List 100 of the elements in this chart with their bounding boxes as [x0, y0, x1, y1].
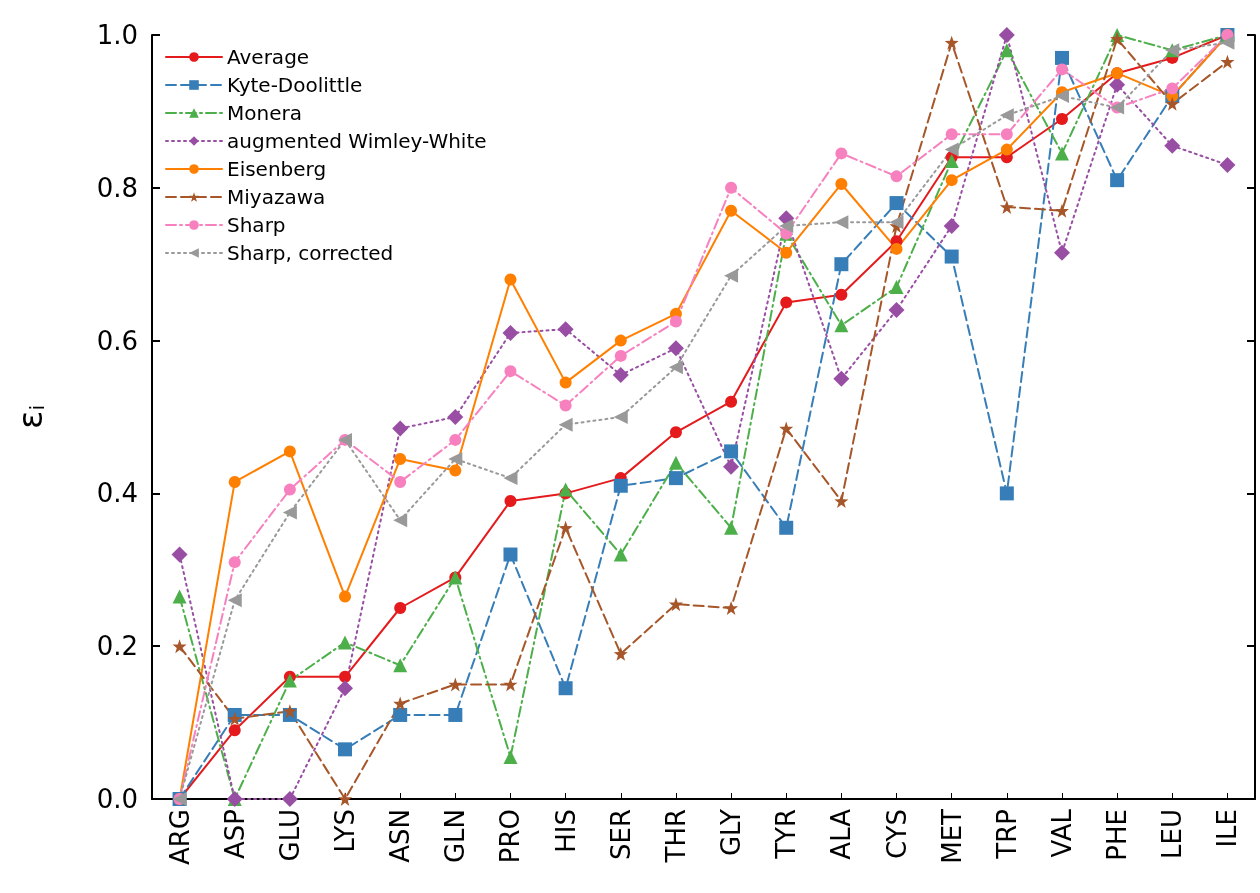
point: [228, 724, 241, 737]
point: [613, 646, 628, 661]
point: [559, 399, 572, 412]
point: [338, 792, 353, 806]
point: [943, 218, 960, 234]
x-tick-label: PRO: [495, 809, 526, 864]
point: [394, 475, 407, 488]
legend-label: Eisenberg: [227, 157, 327, 181]
point: [1054, 203, 1069, 218]
point: [1110, 173, 1125, 188]
point: [503, 749, 518, 764]
x-tick-label: MET: [936, 808, 967, 864]
point: [614, 334, 627, 347]
point: [1164, 137, 1181, 154]
point: [172, 589, 187, 604]
point: [724, 444, 739, 459]
point: [558, 417, 573, 432]
y-axis-title: εi: [10, 405, 50, 429]
x-tick-label: TYR: [771, 809, 802, 860]
legend-label: Kyte-Doolittle: [227, 73, 363, 97]
point: [1219, 156, 1236, 173]
x-tick-label: CYS: [881, 809, 912, 860]
point: [449, 464, 462, 477]
point: [1165, 96, 1180, 111]
point: [834, 257, 849, 272]
point: [282, 673, 297, 688]
point: [449, 433, 462, 446]
point: [779, 219, 794, 233]
legend-label: augmented Wimley-White: [227, 129, 487, 153]
point: [392, 420, 409, 437]
point: [227, 711, 242, 726]
point: [614, 349, 627, 362]
point: [668, 455, 683, 470]
x-tick-label: ASP: [219, 809, 250, 859]
x-tick-label: PHE: [1102, 809, 1133, 861]
point: [999, 199, 1014, 214]
point: [1053, 244, 1070, 261]
point: [890, 170, 903, 183]
x-tick-label: GLN: [440, 809, 471, 864]
point: [890, 242, 903, 255]
point: [448, 452, 463, 467]
point: [999, 43, 1014, 58]
x-tick-label: LEU: [1157, 809, 1188, 859]
point: [944, 35, 959, 50]
point: [448, 707, 463, 722]
x-tick-label: GLU: [274, 809, 305, 862]
point: [504, 273, 517, 286]
point: [337, 680, 354, 697]
y-tick-label: 0.2: [96, 631, 138, 662]
point: [448, 677, 463, 692]
point: [281, 791, 298, 807]
point: [557, 321, 574, 338]
point: [339, 590, 352, 603]
point: [283, 445, 296, 458]
point: [834, 215, 849, 230]
point: [394, 453, 407, 466]
point: [559, 376, 572, 389]
x-tick-label: ALA: [826, 808, 857, 860]
x-tick-label: GLY: [716, 808, 747, 857]
point: [725, 181, 738, 194]
point: [393, 513, 408, 528]
point: [504, 365, 517, 378]
point: [668, 471, 683, 486]
point: [724, 520, 739, 535]
point: [171, 546, 188, 563]
point: [944, 142, 959, 157]
point: [282, 505, 297, 520]
point: [724, 601, 739, 615]
y-tick-label: 0.8: [96, 172, 138, 203]
point: [228, 556, 241, 569]
point: [833, 370, 850, 387]
point: [1000, 128, 1013, 141]
point: [1055, 113, 1068, 126]
legend-label: Sharp: [227, 213, 286, 237]
point: [1220, 35, 1235, 50]
point: [724, 268, 739, 283]
point: [999, 486, 1014, 501]
x-tick-label: HIS: [550, 809, 581, 853]
point: [558, 482, 573, 497]
x-tick-label: TRP: [991, 809, 1022, 860]
point: [725, 395, 738, 408]
point: [1220, 54, 1235, 69]
point: [834, 318, 849, 333]
point: [889, 280, 904, 295]
point: [945, 174, 958, 187]
x-tick-label: ASN: [385, 809, 416, 863]
point: [1055, 63, 1068, 76]
legend-label: Monera: [227, 101, 302, 125]
point: [1054, 146, 1069, 161]
point: [503, 547, 518, 562]
point: [228, 475, 241, 488]
legend-label: Sharp, corrected: [227, 241, 394, 265]
point: [723, 458, 740, 475]
x-tick-label: ILE: [1212, 809, 1243, 848]
point: [888, 302, 905, 319]
point: [503, 471, 518, 486]
legend-label: Miyazawa: [227, 185, 326, 209]
x-tick-label: LYS: [330, 809, 361, 853]
point: [1054, 89, 1069, 104]
point: [779, 520, 794, 535]
